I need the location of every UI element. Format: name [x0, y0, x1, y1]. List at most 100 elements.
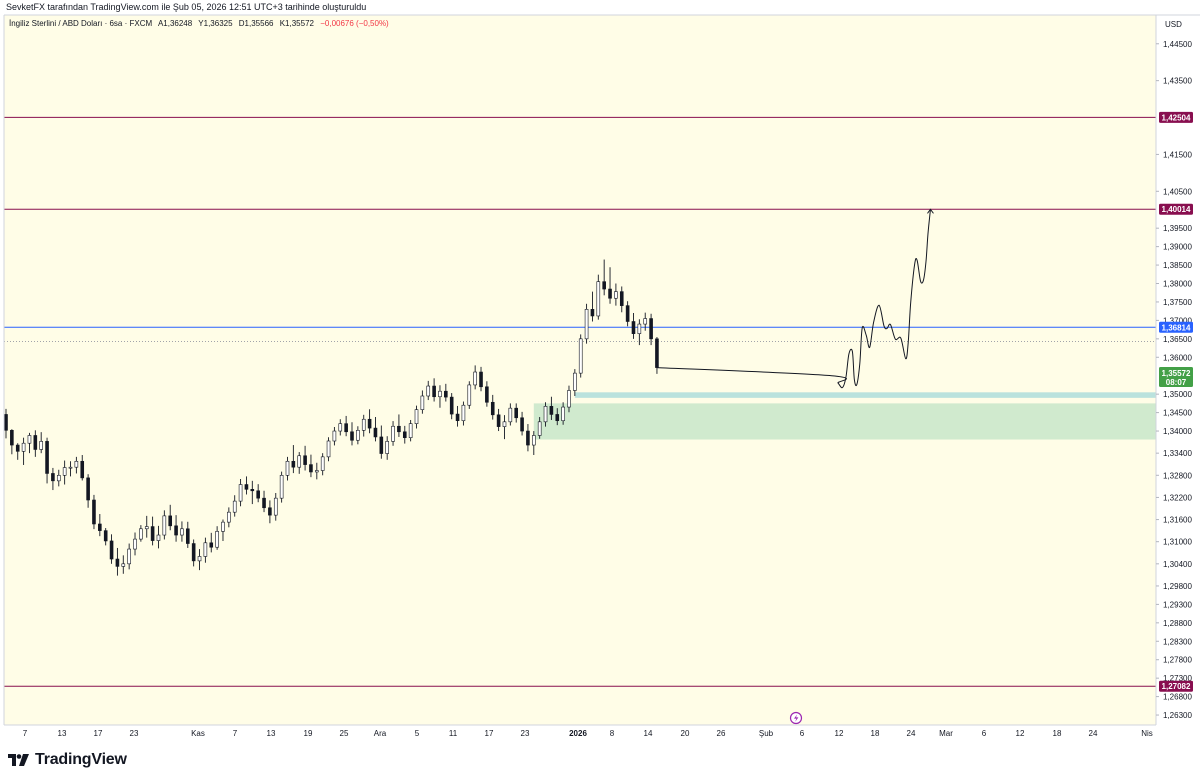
- candle[interactable]: [262, 490, 266, 513]
- candle[interactable]: [103, 528, 108, 546]
- candle[interactable]: [45, 437, 49, 484]
- candle[interactable]: [502, 415, 507, 440]
- candle[interactable]: [127, 543, 131, 570]
- candle[interactable]: [168, 504, 173, 531]
- candle[interactable]: [174, 515, 178, 542]
- candle[interactable]: [461, 401, 466, 426]
- candle[interactable]: [62, 460, 67, 485]
- candle[interactable]: [74, 456, 79, 474]
- candle[interactable]: [320, 453, 325, 476]
- candle[interactable]: [162, 510, 167, 540]
- candle[interactable]: [414, 405, 419, 429]
- candle[interactable]: [350, 422, 354, 446]
- demand-zone[interactable]: [533, 403, 1156, 440]
- candle[interactable]: [531, 431, 536, 456]
- candle[interactable]: [637, 319, 642, 346]
- candle[interactable]: [80, 455, 85, 481]
- candle[interactable]: [156, 525, 161, 549]
- candle[interactable]: [520, 411, 524, 436]
- level-price-tag[interactable]: 1,42504: [1159, 111, 1193, 123]
- candle[interactable]: [338, 419, 343, 436]
- candle[interactable]: [356, 426, 360, 445]
- price-chart[interactable]: 1,44500 1,43500 1,41500 1,40500 1,39500 1,390…: [0, 0, 1200, 742]
- candle[interactable]: [643, 312, 648, 331]
- candle[interactable]: [315, 462, 319, 480]
- candle[interactable]: [291, 445, 296, 474]
- candle[interactable]: [197, 549, 202, 571]
- candle[interactable]: [250, 480, 255, 505]
- candle[interactable]: [614, 283, 618, 306]
- candle[interactable]: [444, 383, 448, 402]
- candle[interactable]: [543, 402, 548, 427]
- level-price-tag[interactable]: 1,36814: [1159, 321, 1193, 333]
- candle[interactable]: [391, 421, 395, 446]
- candle[interactable]: [10, 429, 14, 455]
- candle[interactable]: [33, 430, 38, 457]
- candle[interactable]: [139, 525, 143, 542]
- projection-path[interactable]: [656, 209, 931, 389]
- candle[interactable]: [86, 474, 90, 508]
- candle[interactable]: [203, 537, 208, 563]
- candle[interactable]: [27, 432, 32, 454]
- candle[interactable]: [555, 408, 560, 426]
- candle[interactable]: [496, 408, 501, 432]
- candle[interactable]: [227, 507, 231, 528]
- level-price-tag[interactable]: 1,40014: [1159, 203, 1193, 215]
- candle[interactable]: [549, 396, 554, 420]
- candle[interactable]: [21, 437, 26, 465]
- candle[interactable]: [537, 417, 542, 439]
- candle[interactable]: [115, 547, 120, 576]
- candle[interactable]: [268, 500, 272, 524]
- candle[interactable]: [473, 365, 477, 390]
- candle[interactable]: [397, 414, 401, 437]
- candle[interactable]: [309, 454, 313, 478]
- candle[interactable]: [191, 539, 196, 567]
- candle[interactable]: [51, 467, 55, 491]
- candle[interactable]: [602, 259, 606, 296]
- candle[interactable]: [449, 393, 454, 420]
- candle[interactable]: [584, 303, 589, 344]
- candle[interactable]: [596, 274, 601, 320]
- candle[interactable]: [238, 478, 243, 507]
- candle[interactable]: [133, 532, 137, 556]
- candle[interactable]: [485, 381, 489, 407]
- candle[interactable]: [420, 390, 425, 414]
- candle[interactable]: [567, 385, 571, 413]
- level-price-tag[interactable]: 1,27082: [1159, 680, 1193, 692]
- candle[interactable]: [279, 471, 284, 503]
- candle[interactable]: [508, 403, 513, 426]
- candle[interactable]: [373, 417, 378, 442]
- candle[interactable]: [332, 426, 337, 446]
- candle[interactable]: [649, 313, 653, 346]
- candle[interactable]: [561, 402, 565, 425]
- candle[interactable]: [68, 461, 73, 477]
- candle[interactable]: [573, 369, 577, 397]
- zone-band[interactable]: [574, 392, 1156, 398]
- candle[interactable]: [15, 443, 20, 460]
- candle[interactable]: [256, 484, 260, 503]
- candle[interactable]: [619, 286, 624, 313]
- candle[interactable]: [367, 409, 372, 434]
- candle[interactable]: [232, 495, 237, 517]
- candle[interactable]: [526, 424, 530, 452]
- candle[interactable]: [56, 469, 61, 487]
- candle[interactable]: [244, 476, 249, 495]
- lightning-icon[interactable]: [789, 711, 803, 725]
- candle[interactable]: [361, 414, 366, 437]
- candle[interactable]: [455, 405, 460, 427]
- candle[interactable]: [92, 494, 96, 530]
- candle[interactable]: [144, 515, 149, 538]
- candle[interactable]: [438, 385, 442, 408]
- candle[interactable]: [631, 313, 636, 339]
- candle[interactable]: [180, 521, 184, 542]
- candle[interactable]: [39, 432, 43, 454]
- candle[interactable]: [625, 301, 630, 327]
- candle[interactable]: [297, 452, 302, 474]
- candle[interactable]: [303, 445, 307, 471]
- symbol-legend[interactable]: İngiliz Sterlini / ABD Doları · 6sa · FX…: [9, 19, 389, 28]
- candle[interactable]: [185, 521, 190, 548]
- candle[interactable]: [215, 526, 219, 550]
- time-axis-panel[interactable]: [4, 725, 1200, 742]
- candle[interactable]: [578, 334, 583, 378]
- candle[interactable]: [379, 425, 384, 459]
